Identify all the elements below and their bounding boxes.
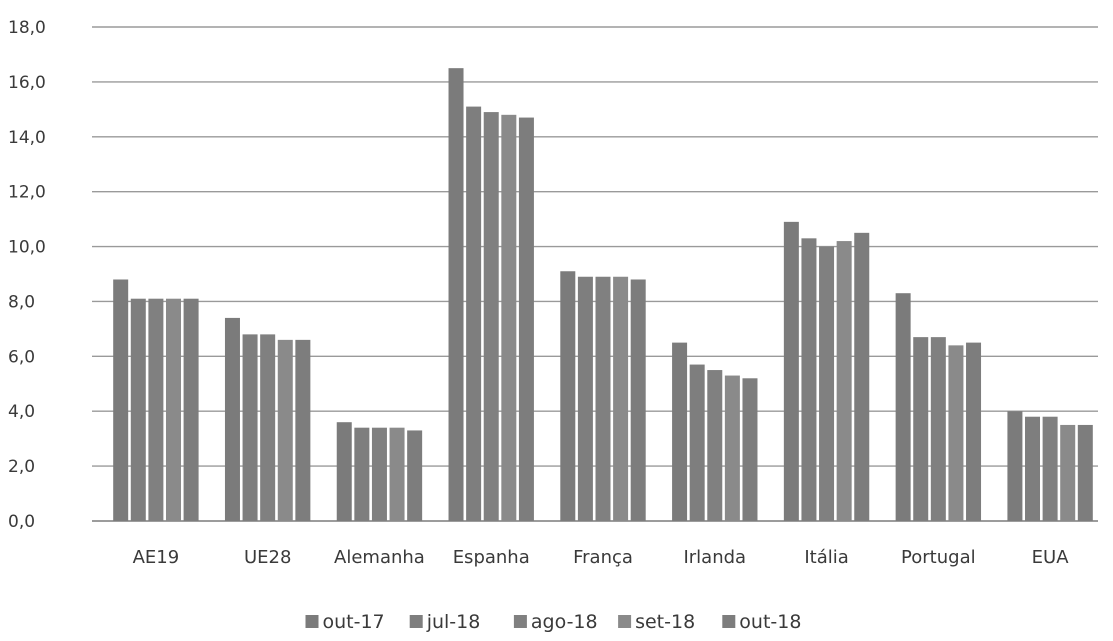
bar-set-18-frança	[613, 276, 629, 521]
bar-out-18-alemanha	[407, 430, 423, 521]
category-label: Irlanda	[683, 547, 746, 568]
bar-jul-18-ae19	[130, 298, 146, 521]
bar-out-18-ae19	[183, 298, 199, 521]
legend-swatch-out-17	[305, 615, 319, 628]
category-label: Espanha	[453, 547, 530, 568]
legend-label: set-18	[635, 611, 695, 633]
bars	[113, 68, 1093, 522]
bar-out-18-espanha	[518, 117, 534, 522]
bar-out-17-ae19	[113, 279, 129, 521]
category-label: Alemanha	[334, 547, 425, 568]
bar-set-18-itália	[836, 241, 852, 522]
category-label: EUA	[1032, 547, 1070, 568]
legend-swatch-set-18	[618, 615, 632, 628]
bar-jul-18-itália	[801, 238, 817, 522]
bar-out-17-itália	[783, 221, 799, 521]
bar-out-18-eua	[1077, 424, 1093, 521]
bar-out-18-irlanda	[742, 378, 758, 521]
bar-out-17-espanha	[448, 68, 464, 522]
y-tick-label: 10,0	[8, 238, 46, 258]
bar-out-17-portugal	[895, 293, 911, 521]
bar-out-17-irlanda	[672, 342, 688, 521]
legend-label: jul-18	[426, 611, 481, 633]
y-tick-label: 4,0	[8, 402, 35, 422]
legend-swatch-jul-18	[409, 615, 423, 628]
bar-ago-18-ae19	[148, 298, 164, 521]
bar-set-18-espanha	[501, 114, 517, 522]
bar-jul-18-portugal	[913, 337, 929, 521]
bar-ago-18-itália	[819, 246, 835, 522]
bar-set-18-alemanha	[389, 427, 405, 521]
y-tick-label: 2,0	[8, 457, 35, 477]
bar-ago-18-alemanha	[371, 427, 387, 521]
legend-swatch-out-18	[722, 615, 736, 628]
legend: out-17 jul-18 ago-18 set-18 out-18	[305, 611, 801, 633]
y-tick-label: 8,0	[8, 292, 35, 312]
bar-set-18-eua	[1060, 424, 1076, 521]
category-label: França	[573, 547, 633, 568]
y-tick-label: 6,0	[8, 347, 35, 367]
bar-jul-18-frança	[577, 276, 593, 521]
bar-ago-18-frança	[595, 276, 611, 521]
x-axis-category-labels: AE19 UE28 Alemanha Espanha França Irlanda Itál…	[133, 547, 1070, 568]
bar-set-18-irlanda	[724, 375, 740, 521]
legend-label: ago-18	[531, 611, 598, 633]
gridlines	[92, 26, 1098, 522]
bar-ago-18-espanha	[483, 112, 499, 522]
legend-label: out-18	[739, 611, 801, 633]
bar-ago-18-portugal	[930, 337, 946, 521]
y-tick-label: 18,0	[8, 18, 46, 38]
bar-set-18-portugal	[948, 345, 964, 521]
category-label: AE19	[133, 547, 180, 568]
bar-ago-18-ue28	[260, 334, 276, 521]
bar-out-17-alemanha	[336, 422, 352, 521]
bar-jul-18-alemanha	[354, 427, 370, 521]
bar-jul-18-ue28	[242, 334, 258, 521]
y-tick-label: 12,0	[8, 183, 46, 203]
legend-label: out-17	[323, 611, 385, 633]
bar-set-18-ae19	[165, 298, 181, 521]
category-label: UE28	[244, 547, 291, 568]
bar-jul-18-irlanda	[689, 364, 705, 521]
bar-out-17-eua	[1007, 411, 1023, 521]
bar-out-18-portugal	[966, 342, 982, 521]
bar-jul-18-espanha	[466, 106, 482, 521]
bar-set-18-ue28	[277, 339, 293, 521]
y-tick-label: 14,0	[8, 128, 46, 148]
y-tick-label: 0,0	[8, 512, 35, 532]
y-axis-tick-labels: 0,0 2,0 4,0 6,0 8,0 10,0 12,0 14,0 16,0 18,0	[8, 18, 46, 532]
category-label: Portugal	[901, 547, 976, 568]
bar-ago-18-eua	[1042, 416, 1058, 521]
legend-swatch-ago-18	[513, 615, 527, 628]
bar-out-18-ue28	[295, 339, 311, 521]
bar-out-17-frança	[560, 271, 576, 521]
bar-out-18-itália	[854, 232, 870, 522]
bar-out-17-ue28	[224, 317, 240, 521]
bar-ago-18-irlanda	[707, 370, 723, 521]
y-tick-label: 16,0	[8, 73, 46, 93]
category-label: Itália	[804, 547, 848, 568]
bar-jul-18-eua	[1025, 416, 1041, 521]
bar-out-18-frança	[630, 279, 646, 521]
